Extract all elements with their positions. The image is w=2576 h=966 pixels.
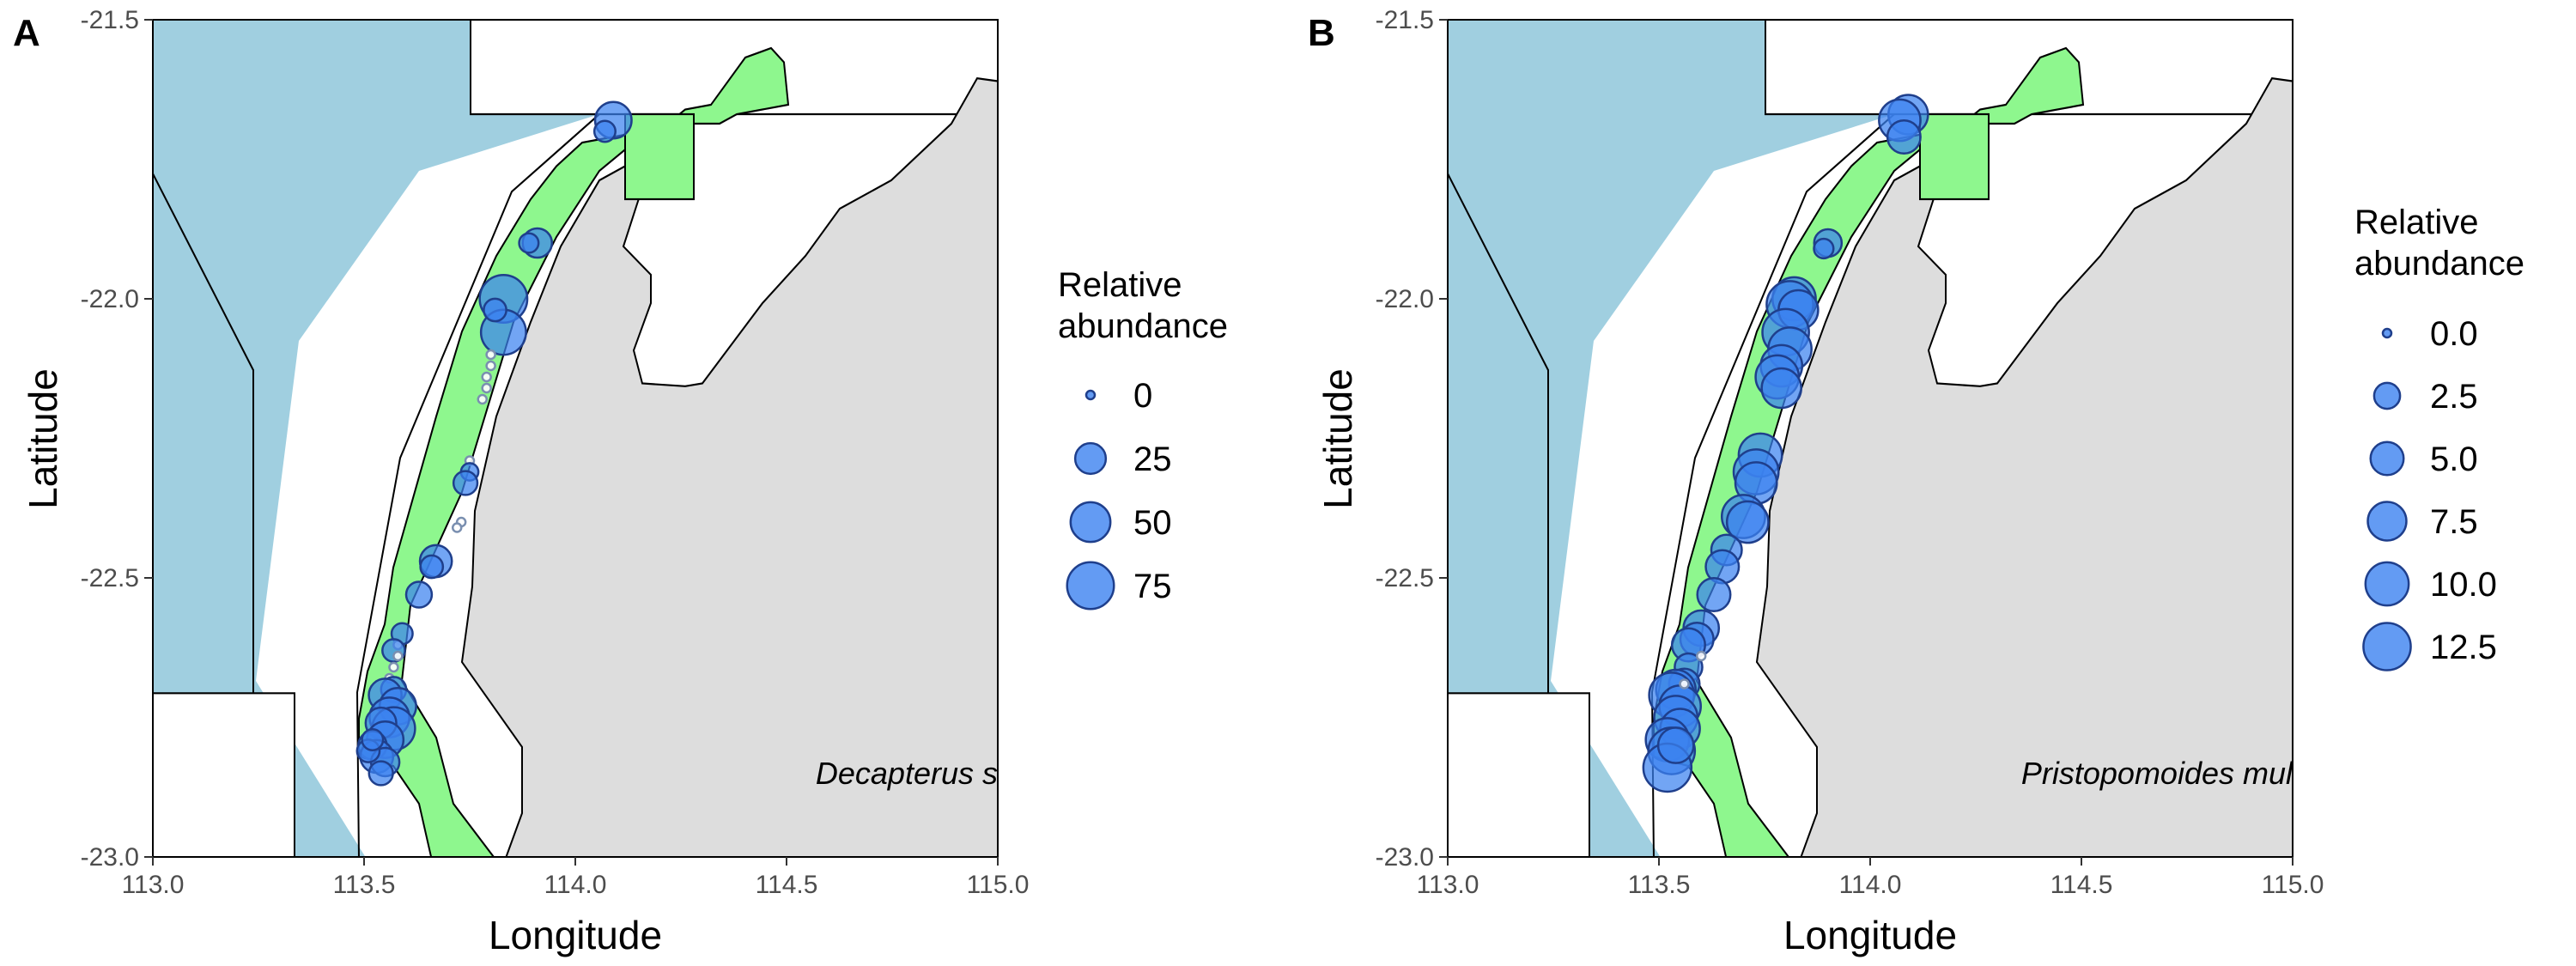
white-corner-top: [1765, 20, 2293, 116]
data-point: [1886, 118, 1922, 155]
x-tick-label: 113.0: [122, 871, 185, 899]
axes-a: 113.0 113.5 114.0 114.5 115.0 -21.5 -22.0 -22.5…: [81, 6, 1030, 899]
legend-title-line1: Relative: [1058, 266, 1182, 304]
legend-key: [2369, 440, 2405, 477]
x-tick-label: 114.0: [544, 871, 607, 899]
data-point: [1656, 726, 1695, 764]
y-tick-label: -22.0: [81, 285, 139, 313]
panel-b: Pristopomoides mul 113.0 113.5 114.0 114.5 1…: [1308, 6, 2524, 957]
legend-label: 0.0: [2430, 315, 2478, 353]
legend-label: 25: [1133, 440, 1172, 478]
x-axis-title: Longitude: [1783, 913, 1957, 957]
data-point: [483, 297, 507, 323]
white-corner-bottom-left: [153, 692, 295, 857]
white-corner-bottom-left: [1448, 692, 1590, 857]
legend-key: [2372, 381, 2402, 410]
x-tick-label: 113.0: [1417, 871, 1479, 899]
legend-label: 2.5: [2430, 378, 2478, 416]
data-point: [592, 119, 617, 143]
data-point: [404, 580, 434, 609]
legend-key: [2362, 622, 2412, 671]
panel-letter: B: [1308, 12, 1335, 54]
legend-label: 12.5: [2430, 629, 2497, 666]
panel-letter: A: [13, 12, 40, 54]
legend-key: [1069, 501, 1112, 544]
x-tick-label: 114.0: [1839, 871, 1902, 899]
y-axis-title: Latitude: [21, 368, 65, 509]
x-tick-label: 113.5: [1628, 871, 1691, 899]
y-tick-label: -22.5: [81, 564, 139, 592]
y-axis-title: Latitude: [1315, 368, 1360, 509]
data-point: [485, 349, 496, 361]
x-axis-title: Longitude: [489, 913, 662, 957]
x-tick-label: 114.5: [2050, 871, 2113, 899]
data-point: [518, 232, 540, 254]
data-point: [481, 371, 492, 383]
legend-key: [1073, 441, 1108, 476]
zone-box: [624, 112, 695, 201]
ocean-region: [153, 20, 599, 857]
x-tick-label: 115.0: [967, 871, 1030, 899]
data-point: [1813, 237, 1835, 260]
x-tick-label: 115.0: [2262, 871, 2324, 899]
legend-title-line1: Relative: [2354, 204, 2479, 241]
map-a: Decapterus s: [153, 20, 998, 857]
data-point: [1760, 367, 1802, 410]
data-point: [388, 661, 399, 673]
legend-b: Relative abundance 0.0 2.5 5.0 7.5 10.0 12.5: [2354, 204, 2524, 671]
data-point: [1679, 678, 1690, 690]
y-tick-label: -22.0: [1376, 285, 1434, 313]
panel-a: Decapterus s 113.0 113.5 114.0 114.5 115.0 -2…: [13, 6, 1228, 957]
legend-a: Relative abundance 0 25 50 75: [1058, 266, 1228, 611]
legend-key: [1084, 389, 1097, 401]
data-point: [451, 522, 463, 533]
data-point: [368, 760, 394, 787]
boundary-line: [1448, 173, 1549, 694]
legend-key: [2366, 501, 2408, 542]
legend-key: [2381, 327, 2393, 339]
points-b: [1642, 94, 1929, 793]
y-tick-label: -21.5: [81, 6, 139, 34]
protected-zone: [358, 46, 790, 857]
legend-title-line2: abundance: [1058, 307, 1228, 345]
y-tick-label: -22.5: [1376, 564, 1434, 592]
zone-box: [1919, 112, 1990, 201]
x-tick-label: 114.5: [756, 871, 818, 899]
legend-label: 7.5: [2430, 503, 2478, 541]
legend-key: [1066, 561, 1115, 611]
boundary-line: [153, 173, 254, 694]
data-point: [1695, 650, 1707, 662]
legend-label: 0: [1133, 377, 1152, 415]
legend-title-line2: abundance: [2354, 245, 2524, 283]
white-corner-top: [470, 20, 998, 116]
legend-label: 50: [1133, 504, 1172, 542]
data-point: [1696, 576, 1732, 613]
data-point: [419, 554, 445, 580]
legend-label: 75: [1133, 568, 1172, 605]
points-a: [355, 100, 633, 787]
legend-label: 5.0: [2430, 440, 2478, 478]
species-label: Pristopomoides mul: [2021, 756, 2293, 791]
data-point: [477, 393, 489, 405]
data-point: [485, 360, 496, 372]
species-label: Decapterus s: [816, 756, 998, 791]
y-tick-label: -23.0: [81, 843, 139, 872]
ocean-region: [1448, 20, 1894, 857]
data-point: [1725, 500, 1770, 544]
map-b: Pristopomoides mul: [1448, 20, 2293, 857]
data-point: [361, 727, 385, 752]
y-tick-label: -23.0: [1376, 843, 1434, 872]
data-point: [481, 382, 492, 394]
x-tick-label: 113.5: [333, 871, 396, 899]
legend-label: 10.0: [2430, 566, 2497, 604]
data-point: [452, 470, 479, 496]
legend-key: [2364, 561, 2410, 607]
y-tick-label: -21.5: [1376, 6, 1434, 34]
axes-b: 113.0 113.5 114.0 114.5 115.0 -21.5 -22.0 -22.5…: [1376, 6, 2324, 899]
data-point: [392, 650, 404, 662]
